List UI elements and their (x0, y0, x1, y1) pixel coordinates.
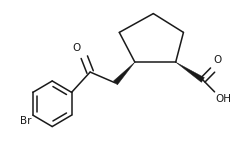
Text: O: O (214, 55, 222, 65)
Text: OH: OH (215, 94, 231, 104)
Text: O: O (72, 43, 80, 53)
Text: Br: Br (20, 116, 32, 126)
Polygon shape (176, 62, 204, 82)
Polygon shape (114, 62, 135, 85)
